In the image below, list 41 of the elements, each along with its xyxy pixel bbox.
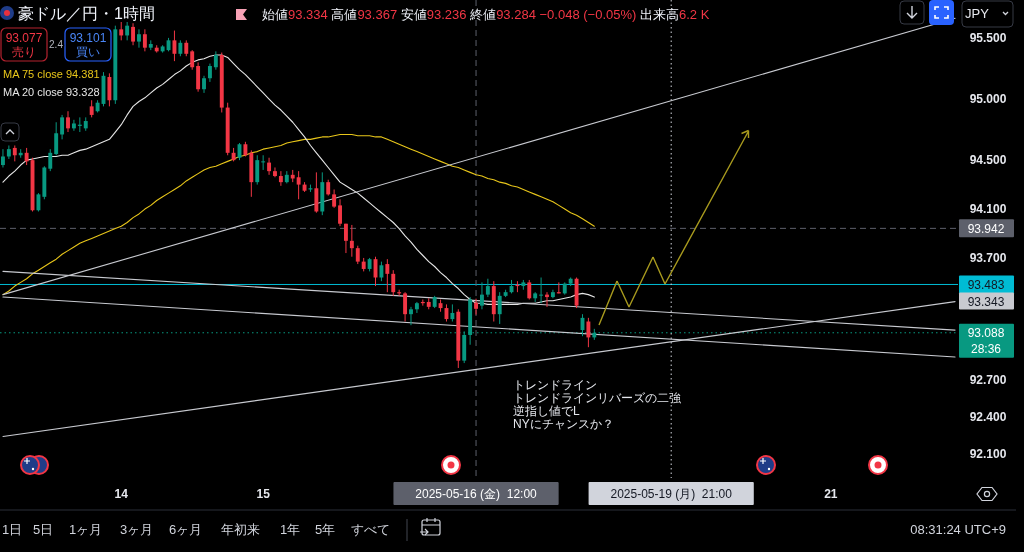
annotation: 逆指し値でL: [513, 404, 580, 418]
chart-title: 豪ドル／円・1時間: [18, 5, 155, 22]
annotation: 売り: [12, 46, 36, 58]
text: 3ヶ月: [120, 522, 154, 537]
text: 5日: [33, 522, 54, 537]
y-tick-label: 95.500: [969, 31, 1007, 46]
y-tick-label: 95.000: [969, 92, 1007, 107]
text: 5年: [315, 522, 336, 537]
text: 1年: [280, 522, 301, 537]
annotation: 2.4: [49, 39, 64, 50]
text: すべて: [351, 522, 390, 537]
x-tick-label: 21: [824, 487, 838, 502]
x-tick-label: 2025-05-16 (金) 12:00: [415, 487, 538, 502]
text: 1ヶ月: [69, 522, 103, 537]
text: 1日: [2, 522, 23, 537]
y-tick-label: 94.100: [969, 202, 1007, 217]
x-tick-label: 15: [256, 487, 271, 502]
ref-line-label: 93.942: [967, 221, 1005, 236]
text: 6ヶ月: [169, 522, 203, 537]
annotation: トレンドラインリバーズの二強: [513, 391, 681, 405]
text: 始値93.334 高値93.367 安値93.236 終値93.284 −0.048 (−0.05%) 出来高6.2 K: [262, 7, 710, 22]
annotation: 買い: [76, 46, 100, 58]
annotation: 93.101: [69, 31, 107, 45]
data-label: 93.343: [967, 294, 1005, 309]
text: 08:31:24 UTC+9: [910, 522, 1006, 537]
y-tick-label: 93.700: [969, 251, 1007, 266]
y-tick-label: 92.700: [969, 373, 1007, 388]
ref-line-label: 93.088 28:36: [967, 325, 1005, 356]
annotation: トレンドライン: [513, 378, 597, 392]
annotation: NYにチャンスか？: [513, 417, 614, 431]
text: MA 75 close 94.381: [3, 68, 100, 80]
x-tick-label: 14: [114, 487, 129, 502]
x-tick-label: 2025-05-19 (月) 21:00: [610, 487, 733, 502]
y-tick-label: 92.100: [969, 446, 1007, 461]
y-tick-label: 92.400: [969, 410, 1007, 425]
text: MA 20 close 93.328: [3, 86, 100, 98]
ref-line-label: 93.483: [967, 277, 1005, 292]
y-tick-label: 94.500: [969, 153, 1007, 168]
text: 年初来: [221, 522, 260, 537]
annotation: 93.077: [5, 31, 43, 45]
text: JPY: [965, 6, 990, 21]
